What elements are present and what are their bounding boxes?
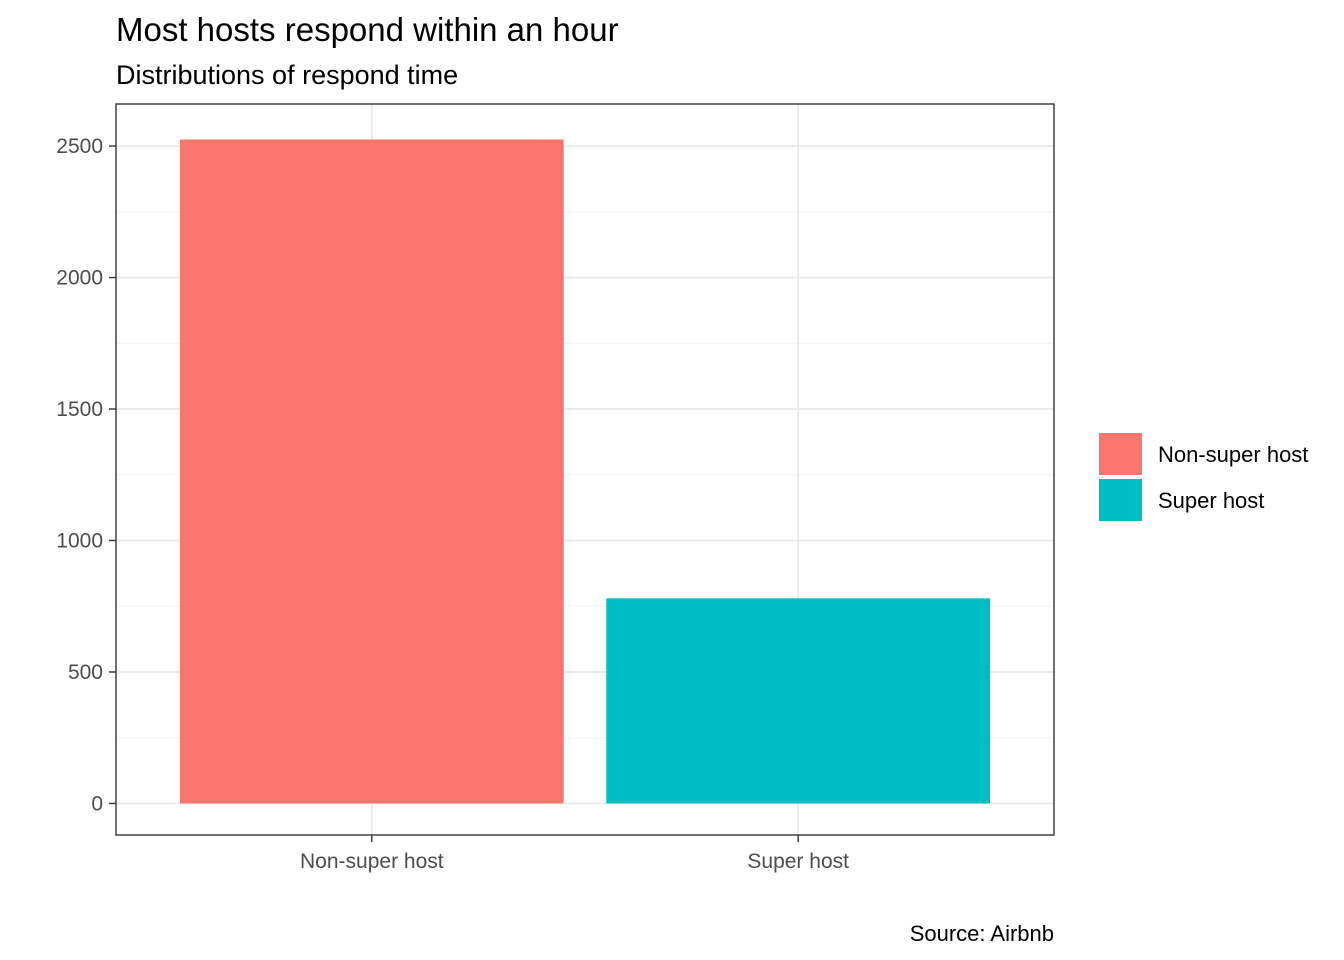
legend-label: Super host bbox=[1158, 488, 1264, 513]
legend-label: Non-super host bbox=[1158, 442, 1308, 467]
y-tick-label: 2000 bbox=[56, 267, 103, 290]
axes: 0 500 1000 1500 2000 2500 Non-super host Super … bbox=[56, 135, 849, 873]
x-tick-label: Non-super host bbox=[300, 850, 444, 873]
y-tick-label: 2500 bbox=[56, 135, 103, 158]
y-tick-label: 1500 bbox=[56, 398, 103, 421]
y-tick-label: 1000 bbox=[56, 529, 103, 552]
plot-border bbox=[115, 103, 1055, 836]
legend: Non-super host Super host bbox=[1099, 433, 1308, 521]
y-tick-label: 0 bbox=[91, 792, 103, 815]
legend-key bbox=[1099, 433, 1142, 475]
chart-caption: Source: Airbnb bbox=[910, 921, 1054, 946]
chart-subtitle: Distributions of respond time bbox=[116, 60, 458, 90]
chart-title: Most hosts respond within an hour bbox=[116, 11, 619, 48]
bars bbox=[179, 139, 991, 804]
bar-super-host bbox=[606, 598, 991, 804]
x-tick-label: Super host bbox=[747, 850, 849, 873]
bar-non-super-host bbox=[179, 139, 564, 804]
legend-key bbox=[1099, 479, 1142, 521]
y-tick-label: 500 bbox=[68, 661, 103, 684]
